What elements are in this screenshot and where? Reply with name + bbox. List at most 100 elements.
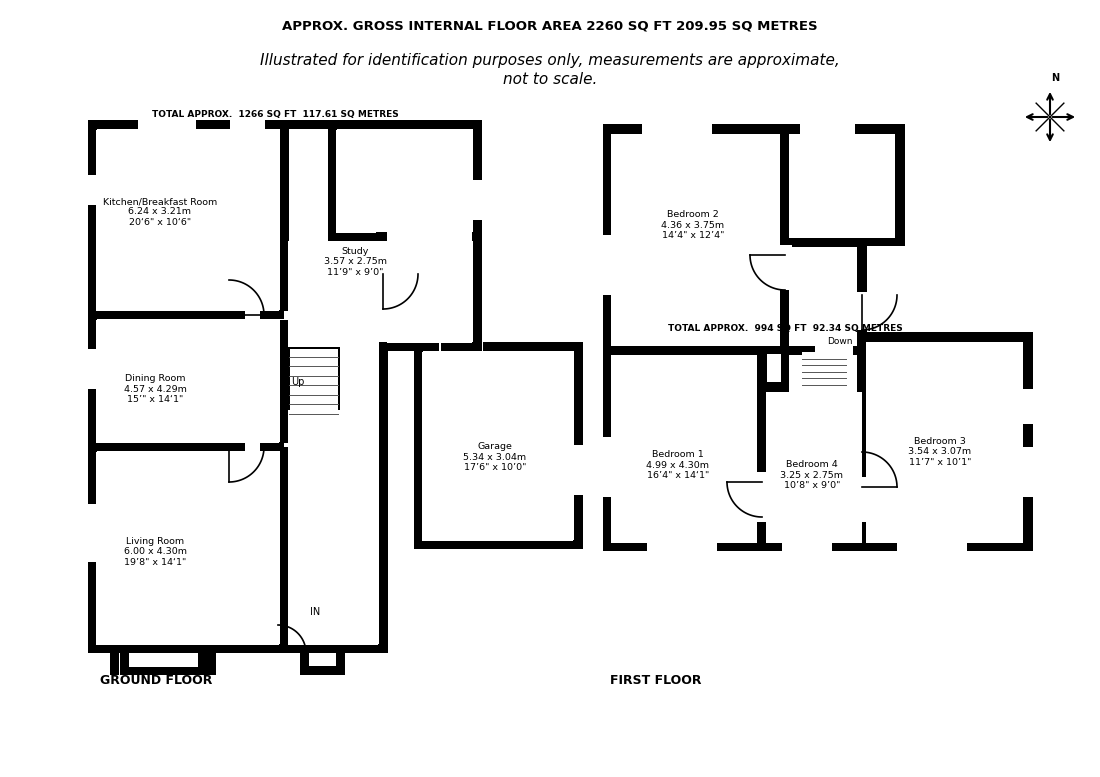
- Bar: [288, 241, 378, 347]
- Bar: [610, 134, 780, 346]
- Bar: [483, 342, 582, 351]
- Bar: [473, 120, 482, 351]
- Bar: [952, 332, 1033, 443]
- Bar: [280, 447, 289, 653]
- Text: Up: Up: [292, 377, 305, 387]
- Text: IN: IN: [310, 607, 320, 617]
- Bar: [87, 349, 99, 389]
- Bar: [120, 649, 129, 675]
- Bar: [1023, 447, 1035, 497]
- Bar: [782, 540, 832, 552]
- Bar: [88, 310, 245, 319]
- Bar: [815, 343, 852, 355]
- Bar: [959, 342, 1023, 435]
- Text: Down: Down: [827, 337, 853, 347]
- Bar: [230, 118, 265, 130]
- Text: Dining Room
4.57 x 4.29m
15’" x 14‘1": Dining Room 4.57 x 4.29m 15’" x 14‘1": [123, 374, 186, 404]
- Bar: [280, 125, 289, 311]
- Bar: [290, 349, 338, 412]
- Bar: [603, 124, 790, 354]
- Text: APPROX. GROSS INTERNAL FLOOR AREA 2260 SQ FT 209.95 SQ METRES: APPROX. GROSS INTERNAL FLOOR AREA 2260 S…: [283, 19, 817, 33]
- Bar: [288, 347, 340, 414]
- Bar: [110, 649, 119, 675]
- Bar: [88, 120, 97, 653]
- Bar: [198, 649, 207, 675]
- Bar: [88, 442, 245, 451]
- Bar: [858, 332, 1033, 551]
- Bar: [602, 437, 614, 497]
- Bar: [800, 350, 848, 387]
- Bar: [288, 410, 378, 645]
- Bar: [610, 355, 757, 543]
- Text: Living Room
6.00 x 4.30m
19’8" x 14‘1": Living Room 6.00 x 4.30m 19’8" x 14‘1": [123, 537, 187, 567]
- Bar: [857, 292, 869, 330]
- Bar: [336, 130, 376, 233]
- Text: FIRST FLOOR: FIRST FLOOR: [610, 674, 702, 687]
- Bar: [88, 120, 332, 129]
- Bar: [280, 320, 289, 443]
- Bar: [789, 355, 857, 543]
- Bar: [758, 382, 872, 551]
- Bar: [96, 320, 279, 443]
- Bar: [260, 442, 284, 451]
- Bar: [336, 653, 345, 675]
- Bar: [757, 482, 769, 522]
- Bar: [200, 120, 332, 129]
- Text: Bedroom 1
4.99 x 4.30m
16’4" x 14‘1": Bedroom 1 4.99 x 4.30m 16’4" x 14‘1": [647, 450, 710, 480]
- Text: N: N: [1050, 73, 1059, 83]
- Text: Study
3.57 x 2.75m
11’9" x 9’0": Study 3.57 x 2.75m 11’9" x 9’0": [323, 247, 386, 277]
- Bar: [781, 124, 905, 246]
- Text: Bedroom 4
3.25 x 2.75m
10’8" x 9’0": Bedroom 4 3.25 x 2.75m 10’8" x 9’0": [781, 460, 844, 490]
- Bar: [789, 134, 895, 238]
- Bar: [802, 352, 846, 385]
- Text: Illustrated for identification purposes only, measurements are approximate,: Illustrated for identification purposes …: [260, 53, 840, 68]
- Bar: [1023, 389, 1035, 424]
- Bar: [757, 472, 769, 517]
- Bar: [120, 666, 207, 675]
- Bar: [379, 342, 417, 351]
- Bar: [328, 232, 388, 241]
- Bar: [387, 130, 472, 343]
- Bar: [96, 452, 279, 645]
- Bar: [88, 644, 388, 653]
- Bar: [422, 352, 573, 541]
- Text: TOTAL APPROX.  994 SQ FT  92.34 SQ METRES: TOTAL APPROX. 994 SQ FT 92.34 SQ METRES: [668, 323, 903, 333]
- Bar: [328, 120, 337, 241]
- Bar: [300, 666, 345, 675]
- Bar: [300, 653, 309, 675]
- Bar: [260, 310, 284, 319]
- Bar: [207, 649, 216, 675]
- Text: not to scale.: not to scale.: [503, 71, 597, 86]
- Bar: [88, 120, 388, 129]
- Bar: [766, 392, 862, 543]
- Text: GROUND FLOOR: GROUND FLOOR: [100, 674, 212, 687]
- Bar: [603, 345, 767, 551]
- Bar: [414, 342, 424, 549]
- Bar: [602, 235, 614, 295]
- Bar: [87, 175, 99, 205]
- Bar: [573, 445, 585, 495]
- Bar: [414, 342, 439, 351]
- Bar: [441, 342, 481, 351]
- Bar: [138, 118, 196, 130]
- Bar: [87, 504, 99, 562]
- Text: Kitchen/Breakfast Room
6.24 x 3.21m
20‘6" x 10‘6": Kitchen/Breakfast Room 6.24 x 3.21m 20‘6…: [103, 197, 217, 227]
- Bar: [379, 120, 482, 129]
- Bar: [896, 540, 967, 552]
- Bar: [857, 477, 869, 522]
- Bar: [379, 342, 388, 653]
- Text: TOTAL APPROX.  1266 SQ FT  117.61 SQ METRES: TOTAL APPROX. 1266 SQ FT 117.61 SQ METRE…: [152, 110, 398, 120]
- Bar: [574, 342, 583, 549]
- Bar: [866, 342, 1023, 543]
- Text: Bedroom 3
3.54 x 3.07m
11’7" x 10’1": Bedroom 3 3.54 x 3.07m 11’7" x 10’1": [909, 437, 971, 467]
- Bar: [781, 237, 867, 354]
- Bar: [96, 130, 279, 311]
- Bar: [379, 232, 482, 241]
- Bar: [800, 122, 855, 134]
- Bar: [781, 345, 867, 551]
- Text: Bedroom 2
4.36 x 3.75m
14’4" x 12’4": Bedroom 2 4.36 x 3.75m 14’4" x 12’4": [661, 210, 725, 240]
- Bar: [647, 540, 717, 552]
- Bar: [789, 247, 857, 346]
- Bar: [472, 180, 484, 220]
- Text: Garage
5.34 x 3.04m
17’6" x 10’0": Garage 5.34 x 3.04m 17’6" x 10’0": [463, 442, 527, 472]
